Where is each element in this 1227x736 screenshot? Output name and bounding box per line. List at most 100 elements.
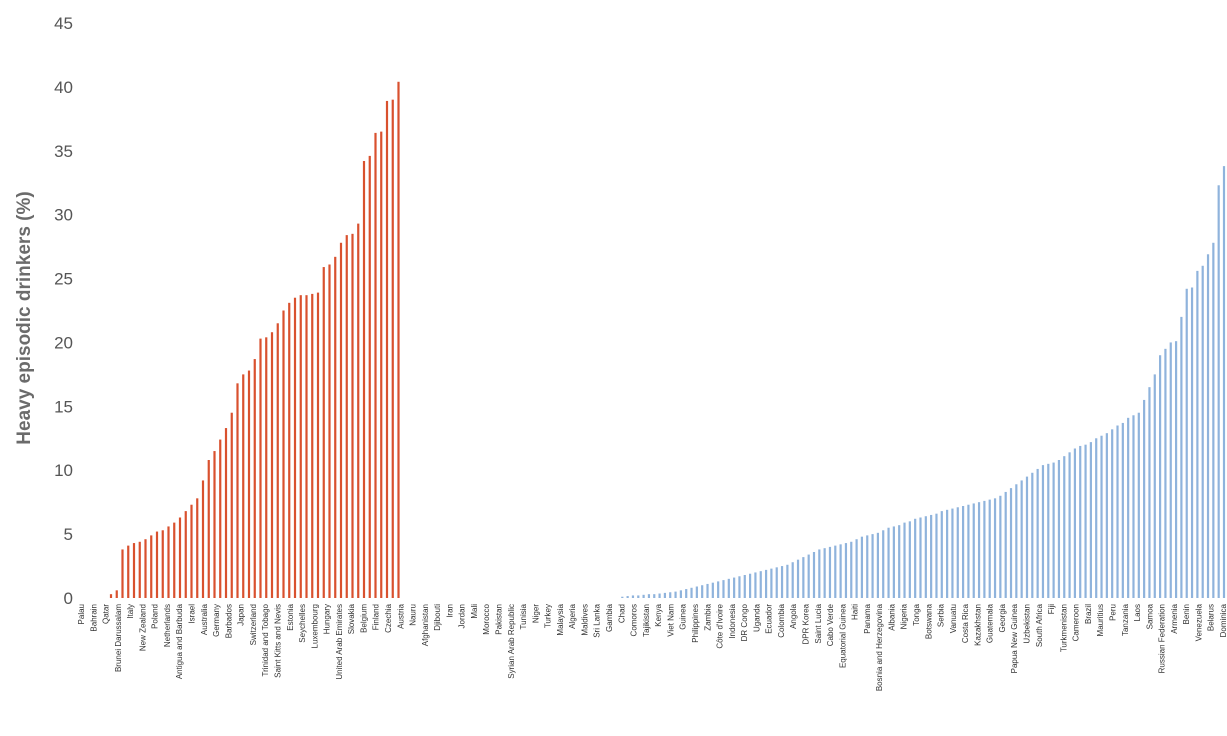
bar — [1116, 425, 1119, 598]
bar — [1196, 270, 1199, 598]
bar — [999, 495, 1002, 598]
bar — [727, 578, 730, 598]
bar — [1180, 316, 1183, 598]
bar — [1041, 465, 1045, 598]
bar — [190, 504, 193, 598]
bar — [207, 460, 210, 598]
bar — [876, 532, 879, 598]
x-tick-label: Sri Lanka — [593, 603, 602, 637]
bar — [1159, 355, 1162, 598]
bar — [1185, 288, 1188, 598]
bar — [844, 543, 848, 598]
bar — [299, 295, 302, 598]
x-tick-label: Guinea — [679, 603, 688, 629]
x-tick-label: Netherlands — [163, 604, 172, 647]
bar — [155, 531, 159, 598]
x-tick-label: Maldives — [581, 604, 590, 636]
x-tick-label: Afghanistan — [421, 604, 430, 646]
bar — [242, 374, 245, 598]
x-tick-label: DR Congo — [740, 603, 749, 641]
bar — [850, 541, 853, 598]
bar — [1089, 442, 1092, 598]
y-axis-label: Heavy episodic drinkers (%) — [14, 191, 35, 444]
y-tick-label: 10 — [54, 461, 73, 480]
bar — [132, 543, 136, 598]
x-tick-label: Armenia — [1170, 603, 1179, 633]
y-tick-label: 45 — [54, 14, 73, 33]
bar — [391, 99, 394, 599]
bar — [115, 590, 118, 598]
x-tick-label: Australia — [200, 603, 209, 635]
bar — [1105, 433, 1108, 598]
bar — [775, 567, 778, 598]
x-tick-label: Bosnia and Herzegovina — [875, 603, 884, 691]
bar — [834, 545, 837, 598]
x-tick-label: Chad — [617, 604, 626, 623]
bar — [144, 539, 147, 598]
bar — [759, 571, 762, 598]
x-tick-label: Morocco — [482, 603, 491, 634]
bar — [138, 541, 141, 598]
x-tick-label: Nigeria — [900, 603, 909, 629]
bar — [184, 511, 187, 598]
x-tick-label: Finland — [372, 604, 381, 630]
bar — [1121, 422, 1124, 598]
x-tick-label: DPR Korea — [802, 603, 811, 644]
bar — [1206, 254, 1210, 598]
bar — [738, 576, 741, 598]
x-tick-label: Switzerland — [249, 604, 258, 645]
bar — [1020, 480, 1023, 598]
bar — [1015, 484, 1018, 598]
y-tick-label: 40 — [54, 78, 73, 97]
bar — [1025, 476, 1029, 598]
bar — [397, 81, 400, 598]
x-tick-label: Syrian Arab Republic — [507, 604, 516, 679]
bar — [717, 581, 720, 598]
bar — [898, 525, 901, 598]
x-tick-label: Algeria — [568, 603, 577, 628]
x-tick-label: Italy — [126, 604, 135, 619]
bar — [1132, 415, 1135, 598]
x-tick-label: Japan — [237, 604, 246, 626]
x-tick-label: Uzbekistan — [1023, 604, 1032, 644]
bar — [669, 592, 672, 598]
bar — [754, 572, 757, 598]
bar — [653, 594, 656, 598]
bar — [1073, 448, 1077, 598]
bar — [930, 514, 933, 598]
bar — [690, 587, 693, 598]
bar — [1084, 444, 1087, 598]
bar — [621, 596, 624, 598]
bar — [823, 548, 826, 598]
x-tick-label: Uganda — [752, 603, 761, 632]
x-tick-label: Poland — [151, 604, 160, 629]
bar — [1057, 460, 1061, 598]
bar — [328, 264, 331, 598]
bar — [351, 233, 354, 598]
bar — [706, 583, 709, 598]
x-tick-label: South Africa — [1035, 603, 1044, 647]
bar — [1153, 374, 1156, 598]
bar — [150, 535, 153, 598]
bar — [988, 499, 991, 598]
bar — [1190, 287, 1194, 598]
x-tick-label: Tajikistan — [642, 604, 651, 637]
x-tick-label: Malaysia — [556, 603, 565, 635]
x-tick-label: Ecuador — [765, 604, 774, 634]
y-tick-label: 30 — [54, 206, 73, 225]
bar — [1169, 342, 1172, 598]
bar — [201, 480, 205, 598]
x-tick-label: Equatorial Guinea — [838, 603, 847, 668]
bar — [626, 596, 629, 598]
bar — [866, 535, 869, 598]
bar — [305, 295, 308, 598]
bar — [265, 337, 268, 598]
bar — [791, 562, 794, 598]
y-tick-label: 35 — [54, 142, 73, 161]
bar — [1009, 488, 1013, 598]
bar — [658, 593, 661, 598]
bar — [380, 131, 383, 599]
bar — [213, 451, 216, 598]
bar — [796, 559, 800, 598]
